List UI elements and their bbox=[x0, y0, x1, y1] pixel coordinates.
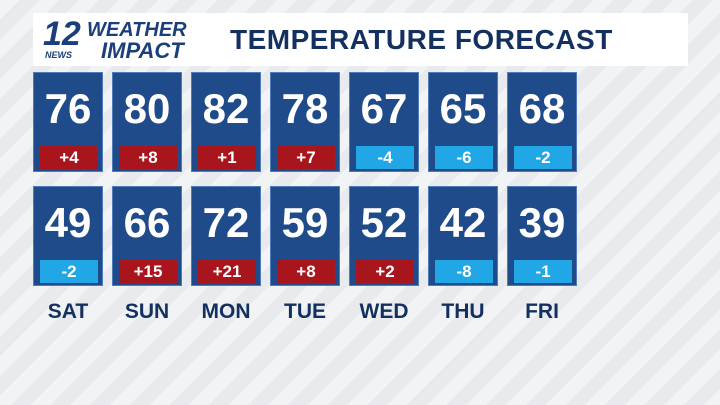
day-card: 68 -2 bbox=[507, 72, 577, 172]
temperature-change: +2 bbox=[356, 260, 414, 283]
day-card: 78 +7 bbox=[270, 72, 340, 172]
day-card: 76 +4 bbox=[33, 72, 103, 172]
day-card: 59 +8 bbox=[270, 186, 340, 286]
temperature-change: -8 bbox=[435, 260, 493, 283]
temperature-change: -6 bbox=[435, 146, 493, 169]
temperature: 67 bbox=[360, 85, 408, 132]
temperature: 80 bbox=[123, 85, 171, 132]
temperature-change: -2 bbox=[40, 260, 98, 283]
day-card: 39 -1 bbox=[507, 186, 577, 286]
temperature: 82 bbox=[202, 85, 250, 132]
temperature: 76 bbox=[44, 85, 92, 132]
temperature-change: +4 bbox=[40, 146, 98, 169]
title: TEMPERATURE FORECAST bbox=[230, 24, 613, 55]
temperature: 65 bbox=[439, 85, 487, 132]
temperature-change: +15 bbox=[119, 260, 177, 283]
day-card: 67 -4 bbox=[349, 72, 419, 172]
temperature-change: +1 bbox=[198, 146, 256, 169]
temperature-change: +21 bbox=[198, 260, 256, 283]
temperature: 68 bbox=[518, 85, 566, 132]
day-card: 42 -8 bbox=[428, 186, 498, 286]
logo-line: IMPACT bbox=[101, 38, 184, 63]
day-label: SUN bbox=[124, 300, 170, 323]
day-label: MON bbox=[201, 300, 251, 323]
temperature-change: -1 bbox=[514, 260, 572, 283]
day-card: 72 +21 bbox=[191, 186, 261, 286]
header-bar: 12 NEWS WEATHER IMPACT TEMPERATURE FOREC… bbox=[33, 13, 688, 66]
day-label: TUE bbox=[284, 300, 326, 323]
day-label: FRI bbox=[525, 300, 559, 323]
day-label: THU bbox=[441, 300, 485, 323]
day-card: 80 +8 bbox=[112, 72, 182, 172]
day-card: 52 +2 bbox=[349, 186, 419, 286]
day-card: 82 +1 bbox=[191, 72, 261, 172]
day-label: SAT bbox=[47, 300, 89, 323]
temperature: 66 bbox=[123, 199, 171, 246]
temperature: 49 bbox=[44, 199, 92, 246]
day-card: 66 +15 bbox=[112, 186, 182, 286]
temperature: 42 bbox=[439, 199, 487, 246]
logo: 12 NEWS WEATHER IMPACT bbox=[43, 15, 218, 63]
temperature-change: +8 bbox=[119, 146, 177, 169]
day-card: 65 -6 bbox=[428, 72, 498, 172]
temperature: 78 bbox=[281, 85, 329, 132]
logo-line: WEATHER bbox=[87, 19, 187, 41]
logo-number: 12 bbox=[43, 15, 81, 53]
temperature-change: +7 bbox=[277, 146, 335, 169]
temperature: 52 bbox=[360, 199, 408, 246]
temperature-change: -2 bbox=[514, 146, 572, 169]
temperature: 72 bbox=[202, 199, 250, 246]
temperature-change: +8 bbox=[277, 260, 335, 283]
temperature: 39 bbox=[518, 199, 566, 246]
day-label: WED bbox=[359, 300, 409, 323]
temperature-change: -4 bbox=[356, 146, 414, 169]
day-card: 49 -2 bbox=[33, 186, 103, 286]
temperature: 59 bbox=[281, 199, 329, 246]
logo-station: NEWS bbox=[45, 50, 72, 60]
